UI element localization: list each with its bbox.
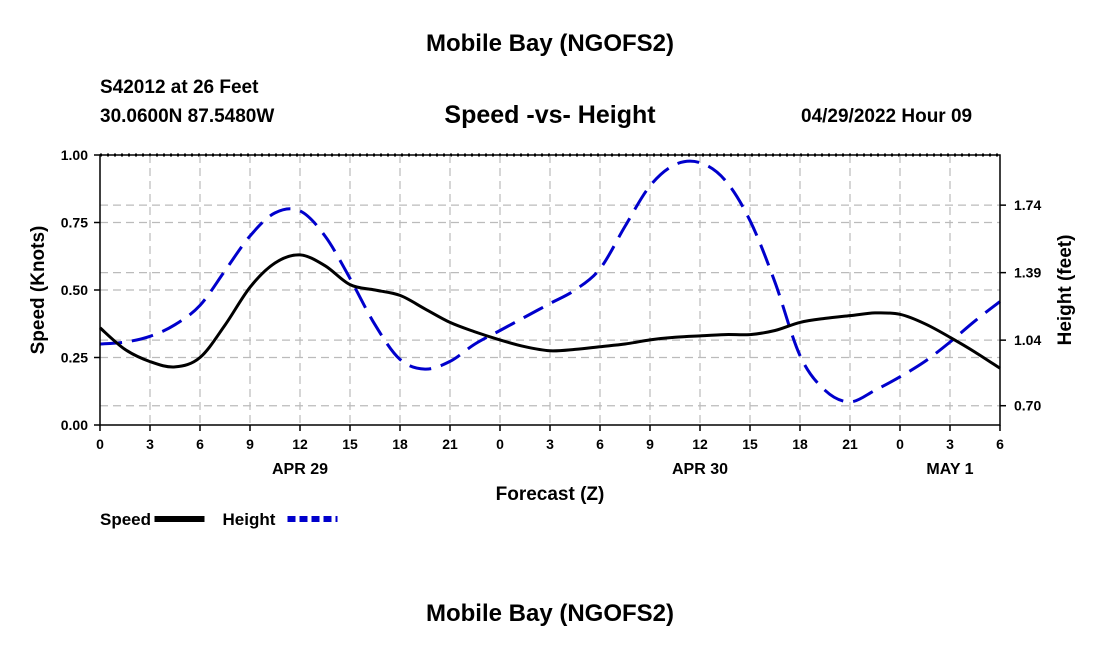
x-tick-label: 6 [996,436,1004,452]
x-tick-label: 21 [842,436,858,452]
speed-series-line [99,253,1001,370]
y-tick-label: 0.25 [61,350,88,366]
station-name: S42012 at 26 Feet [100,77,259,98]
x-tick-label: 9 [246,436,254,452]
y2-tick-label: 1.74 [1014,197,1041,213]
x-axis-title: Forecast (Z) [496,484,605,505]
x-tick-label: 6 [596,436,604,452]
y2-tick-label: 1.39 [1014,265,1041,281]
x-tick-label: 12 [692,436,708,452]
x-date-label: APR 30 [672,461,728,478]
x-tick-label: 3 [546,436,554,452]
x-tick-label: 0 [96,436,104,452]
x-tick-label: 6 [196,436,204,452]
legend-label-speed: Speed [100,510,151,529]
x-tick-label: 18 [792,436,808,452]
x-tick-label: 12 [292,436,308,452]
y2-axis-title: Height (feet) [1055,235,1076,346]
y2-tick-label: 1.04 [1014,332,1041,348]
series-lines [99,159,1001,404]
y-tick-label: 0.50 [61,282,88,298]
x-tick-label: 15 [342,436,358,452]
x-tick-label: 18 [392,436,408,452]
legend: Speed Height [100,510,338,529]
page-title: Mobile Bay (NGOFS2) [425,30,675,57]
y-tick-label: 0.00 [61,417,88,433]
x-date-label: APR 29 [272,461,328,478]
x-tick-label: 9 [646,436,654,452]
grid-lines [100,153,1000,425]
forecast-datetime: 04/29/2022 Hour 09 [801,106,973,127]
x-tick-label: 15 [742,436,758,452]
x-tick-label: 3 [946,436,954,452]
x-date-label: MAY 1 [926,461,973,478]
x-tick-label: 3 [146,436,154,452]
y-tick-label: 0.75 [61,215,88,231]
y2-tick-label: 0.70 [1014,398,1041,414]
chart-title: Speed -vs- Height [444,101,656,129]
x-tick-label: 0 [896,436,904,452]
axes: 0 3 6 9 12 15 18 21 0 3 6 9 12 15 18 21 0 3 6 APR 29 APR 30 M… [61,147,1042,478]
station-coordinates: 30.0600N 87.5480W [100,106,275,127]
y-tick-label: 1.00 [61,147,88,163]
x-tick-label: 0 [496,436,504,452]
footer-title: Mobile Bay (NGOFS2) [425,600,675,627]
y-axis-title: Speed (Knots) [28,226,49,355]
legend-label-height: Height [223,510,276,529]
x-tick-label: 21 [442,436,458,452]
height-series-line [99,159,1001,404]
